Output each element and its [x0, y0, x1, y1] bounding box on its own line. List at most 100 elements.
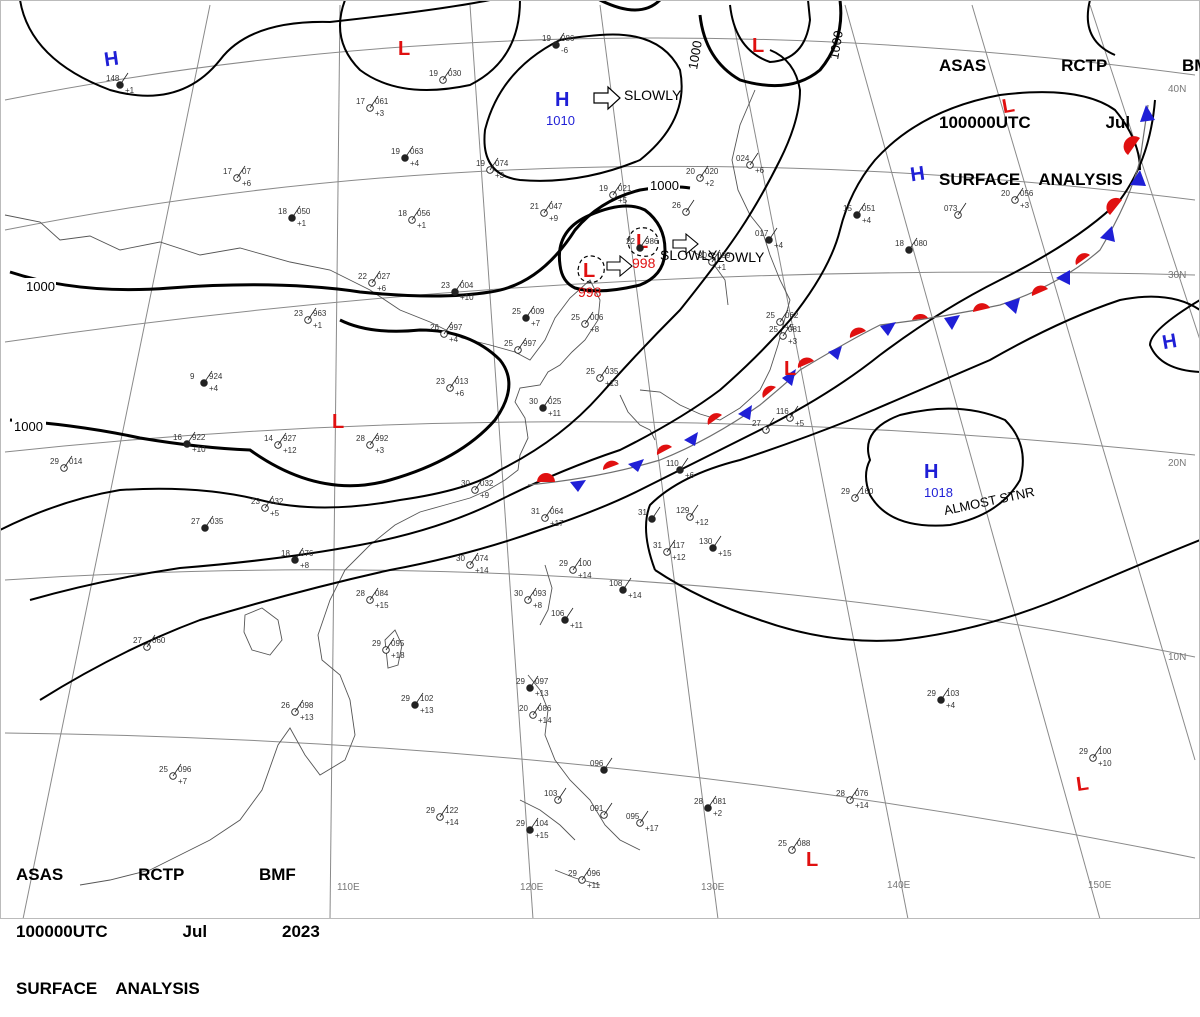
wind-barb-icon [782, 323, 792, 337]
wind-barb-icon [544, 505, 554, 519]
station-pressure: 086 [538, 704, 552, 713]
wind-barb-icon [369, 587, 379, 601]
station-temperature: 25 [571, 313, 580, 322]
station-pressure: 095 [391, 639, 405, 648]
station-temperature: 31 [531, 507, 540, 516]
station-tendency: +18 [391, 651, 405, 660]
station-plot: 29 160 [841, 485, 874, 502]
station-tendency: +10 [460, 293, 474, 302]
station-plot: 26 098 +13 [281, 699, 314, 722]
station-tendency: +1 [125, 86, 135, 95]
station-temperature: 25 [504, 339, 513, 348]
wind-barb-icon [689, 504, 699, 518]
station-tendency: +10 [1098, 759, 1112, 768]
station-plot: 19 021 +5 [599, 182, 632, 205]
station-plot: 27 060 [133, 634, 166, 651]
station-temperature: 29 [516, 819, 525, 828]
station-pressure: 081 [788, 325, 802, 334]
station-plot: 25 088 [778, 837, 811, 854]
low-value: 998 [632, 255, 656, 271]
station-tendency: +7 [531, 319, 541, 328]
wind-barb-icon [542, 395, 552, 409]
wind-barb-icon [385, 637, 395, 651]
station-plot: 26 [672, 199, 695, 216]
station-tendency: +1 [717, 263, 727, 272]
isobar-line [654, 539, 1200, 642]
longitude-label: 150E [1088, 880, 1112, 891]
station-temperature: 22 [626, 237, 635, 246]
wind-barb-icon [555, 32, 565, 46]
station-plot: 25 035 +13 [586, 365, 619, 388]
station-temperature: 9 [190, 372, 195, 381]
station-temperature: 28 [694, 797, 703, 806]
station-plot: 29 095 +18 [372, 637, 405, 660]
station-pressure: 122 [445, 806, 459, 815]
station-tendency: +12 [672, 553, 686, 562]
wind-barb-icon [369, 432, 379, 446]
graticule-meridians [22, 4, 1200, 919]
station-plot: 14 927 +12 [264, 432, 297, 455]
station-tendency: +4 [410, 159, 420, 168]
station-temperature: 18 [895, 239, 904, 248]
station-tendency: +15 [375, 601, 389, 610]
station-temperature: 29 [426, 806, 435, 815]
station-tendency: +4 [209, 384, 219, 393]
station-plot: 29 014 [50, 455, 83, 472]
station-plot: 16 922 +10 [173, 431, 206, 454]
station-temperature: 26 [672, 201, 681, 210]
station-plot: 23 032 +5 [251, 495, 284, 518]
high-symbol: H [1161, 330, 1179, 354]
wind-barb-icon [443, 321, 453, 335]
station-temperature: 28 [836, 789, 845, 798]
station-temperature: 18 [281, 549, 290, 558]
station-temperature: 25 [766, 311, 775, 320]
station-plot: 22 986 [626, 235, 659, 252]
station-temperature: 30 [461, 479, 470, 488]
station-tendency: +3 [375, 446, 385, 455]
wind-barb-icon [525, 305, 535, 319]
station-plot: 29 100 +14 [559, 557, 592, 580]
isobar-line [729, 0, 812, 64]
wind-barb-icon [204, 515, 214, 529]
station-plot: 22 027 +6 [358, 270, 391, 293]
station-plot: 096 [590, 757, 613, 774]
station-plot: 28 076 +14 [836, 787, 869, 810]
station-pressure: 004 [460, 281, 474, 290]
wind-barb-icon [291, 205, 301, 219]
station-tendency: +3 [1020, 201, 1030, 210]
station-tendency: +8 [300, 561, 310, 570]
wind-barb-icon [584, 311, 594, 325]
station-temperature: 19 [429, 69, 438, 78]
station-temperature: 27 [191, 517, 200, 526]
station-pressure: 117 [672, 541, 685, 550]
station-plot: 28 992 +3 [356, 432, 389, 455]
station-temperature: 19 [391, 147, 400, 156]
station-tendency: +4 [946, 701, 956, 710]
station-plot: 30 025 +11 [529, 395, 562, 418]
isobar-line [0, 49, 802, 531]
warm-front-symbols [537, 136, 1140, 482]
station-temperature: 29 [568, 869, 577, 878]
wind-barb-icon [236, 165, 246, 179]
station-pressure: 997 [523, 339, 537, 348]
station-plot: 108 +14 [609, 577, 642, 600]
isobar-label: 1000 [26, 279, 55, 294]
low-symbol: L [784, 358, 796, 380]
wind-barb-icon [404, 145, 414, 159]
station-tendency: +17 [550, 519, 564, 528]
low-pressure-center: L [332, 411, 344, 433]
station-temperature: 095 [626, 812, 640, 821]
station-temperature: 30 [514, 589, 523, 598]
station-tendency: +13 [605, 379, 619, 388]
station-temperature: 28 [356, 434, 365, 443]
station-plot: 31 117 +12 [653, 539, 686, 562]
header-bottom-line2: 100000UTC Jul 2023 [16, 922, 320, 941]
wind-barb-icon [707, 795, 717, 809]
low-symbol: L [806, 849, 818, 871]
wind-barb-icon [1014, 187, 1024, 201]
station-temperature: 31 [653, 541, 662, 550]
station-tendency: +13 [300, 713, 314, 722]
station-pressure: 035 [605, 367, 619, 376]
station-temperature: 29 [559, 559, 568, 568]
